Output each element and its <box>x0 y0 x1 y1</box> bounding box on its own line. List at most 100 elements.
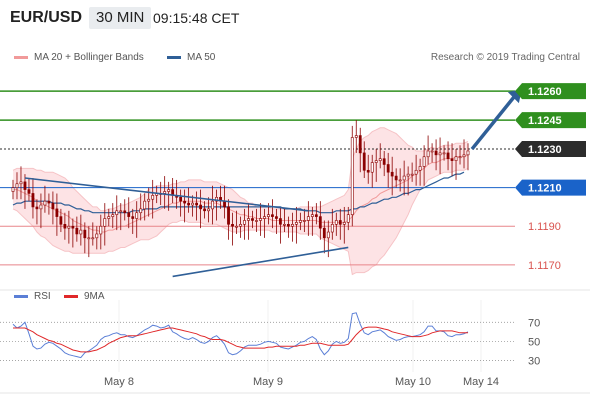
rsi-swatch <box>14 294 28 298</box>
candle-body <box>231 224 234 227</box>
candle-body <box>390 171 394 177</box>
x-tick-label: May 9 <box>253 376 283 388</box>
candle-body <box>195 202 198 206</box>
level-label-1-1190: 1.1190 <box>528 221 561 233</box>
candle-body <box>302 220 306 222</box>
legend-rsi: RSI <box>14 291 51 302</box>
candle-body <box>358 135 362 154</box>
candle-body <box>191 202 195 206</box>
candle-body <box>259 218 262 221</box>
level-label-bg <box>515 83 586 100</box>
candle-body <box>211 200 214 210</box>
candle-body <box>215 196 218 202</box>
candle-body <box>163 191 167 194</box>
candle-body <box>127 212 131 217</box>
candle-body <box>410 173 414 176</box>
trendline-2 <box>172 246 349 278</box>
level-label-1-1210: 1.1210 <box>515 179 586 196</box>
level-label-bg <box>515 112 586 129</box>
candle-body <box>39 204 43 210</box>
level-label-1-1230: 1.1230 <box>515 141 586 158</box>
candle-body <box>362 152 366 171</box>
candle-body <box>123 210 127 214</box>
candle-body <box>59 216 63 225</box>
candle-body <box>239 224 242 227</box>
candle-body <box>131 216 135 219</box>
candle-body <box>27 189 31 194</box>
candle-body <box>318 216 322 229</box>
candle-body <box>251 218 254 221</box>
candle-body <box>111 214 115 217</box>
bollinger-upper-band <box>12 127 469 212</box>
timeframe-button[interactable]: 30 MIN <box>89 7 152 29</box>
level-label-text: 1.1245 <box>528 115 562 127</box>
candle-body <box>99 225 103 235</box>
candle-body <box>51 202 55 210</box>
candle-body <box>398 179 402 182</box>
candle-body <box>394 175 398 181</box>
candle-body <box>183 200 187 204</box>
candle-body <box>263 216 266 219</box>
level-label-1-1170: 1.1170 <box>528 260 561 272</box>
candle-body <box>75 227 79 235</box>
candle-body <box>19 181 23 185</box>
ma9-line <box>13 326 468 353</box>
candle-body <box>79 229 83 235</box>
level-label-text: 1.1260 <box>528 86 562 98</box>
research-credit: Research © 2019 Trading Central <box>430 52 580 63</box>
candle-body <box>107 216 111 219</box>
candle-body <box>15 183 19 188</box>
rsi-label: RSI <box>34 291 51 302</box>
candle-body <box>294 222 298 225</box>
candle-body <box>330 224 334 233</box>
candle-body <box>227 206 230 225</box>
level-label-text: 1.1230 <box>528 144 562 156</box>
candle-body <box>179 196 183 202</box>
candle-body <box>91 237 95 240</box>
candle-body <box>426 150 430 158</box>
candle-body <box>338 220 342 225</box>
level-label-1-1245: 1.1245 <box>515 112 586 129</box>
bollinger-band-fill <box>13 127 468 275</box>
candle-body <box>67 225 71 229</box>
ma9-label: 9MA <box>84 291 105 302</box>
candle-body <box>286 224 290 227</box>
ma9-swatch <box>64 294 78 298</box>
candle-body <box>382 158 386 165</box>
candle-body <box>247 218 250 221</box>
candle-body <box>366 169 370 173</box>
candle-body <box>466 150 470 156</box>
ma50-label: MA 50 <box>187 52 216 63</box>
instrument-symbol[interactable]: EUR/USD <box>10 9 83 26</box>
candle-body <box>354 135 358 138</box>
candle-body <box>350 137 354 215</box>
candle-body <box>271 214 274 217</box>
candle-body <box>63 224 67 229</box>
candle-body <box>115 210 119 215</box>
candle-body <box>55 208 59 217</box>
candle-body <box>418 166 422 171</box>
candle-body <box>406 173 410 177</box>
bollinger-swatch <box>14 55 28 59</box>
candle-body <box>103 218 107 227</box>
candle-body <box>458 156 462 159</box>
candle-body <box>11 187 15 192</box>
candle-body <box>402 175 406 181</box>
candle-body <box>442 152 446 155</box>
candle-body <box>310 214 314 217</box>
candle-body <box>243 220 246 225</box>
candle-body <box>267 214 270 217</box>
candle-body <box>167 189 171 192</box>
legend-ma50: MA 50 <box>167 52 215 63</box>
bollinger-label: MA 20 + Bollinger Bands <box>34 52 144 63</box>
x-tick-label: May 10 <box>395 376 431 388</box>
candle-body <box>139 208 143 214</box>
candle-body <box>223 200 226 208</box>
candle-body <box>334 220 338 225</box>
candle-body <box>87 237 91 240</box>
ma50-swatch <box>167 55 181 59</box>
candle-body <box>207 208 210 212</box>
level-label-bg <box>515 179 586 196</box>
forecast-arrow-shaft <box>470 96 516 151</box>
